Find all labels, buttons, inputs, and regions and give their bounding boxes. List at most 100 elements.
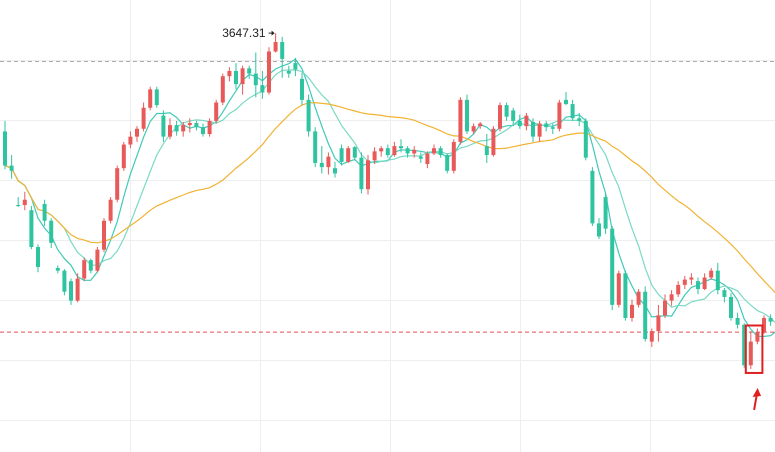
candle-body <box>273 42 278 52</box>
candle-106 <box>702 273 707 291</box>
candle-body <box>121 144 126 169</box>
candle-body <box>174 125 179 132</box>
candle-41 <box>273 33 278 53</box>
candle-49 <box>326 152 331 175</box>
candle-body <box>29 210 34 248</box>
candle-31 <box>207 118 212 137</box>
candle-72 <box>478 121 483 129</box>
candle-body <box>458 99 463 142</box>
candle-94 <box>623 270 628 321</box>
candle-body <box>603 197 608 229</box>
candle-body <box>333 168 337 174</box>
candle-101 <box>669 290 674 306</box>
candle-body <box>755 332 760 342</box>
candle-59 <box>392 141 397 157</box>
candle-body <box>75 278 80 301</box>
candle-body <box>465 99 469 132</box>
candle-body <box>524 115 529 127</box>
candle-65 <box>432 144 436 156</box>
candle-body <box>42 203 47 221</box>
candle-35 <box>234 63 238 90</box>
candle-28 <box>187 118 192 133</box>
candle-66 <box>438 146 443 158</box>
candle-18 <box>121 141 126 171</box>
candle-71 <box>471 123 476 135</box>
candle-body <box>220 76 225 103</box>
candle-body <box>656 315 661 332</box>
candle-body <box>102 220 106 250</box>
candle-body <box>135 128 139 137</box>
candle-body <box>234 70 238 85</box>
candle-body <box>702 277 707 290</box>
candle-body <box>597 223 601 237</box>
candle-103 <box>682 275 687 290</box>
candle-4 <box>29 206 34 250</box>
candle-97 <box>643 286 648 342</box>
candle-body <box>108 199 113 221</box>
candle-75 <box>498 102 502 132</box>
candles <box>3 33 773 369</box>
candle-73 <box>484 134 489 163</box>
candle-52 <box>346 146 351 163</box>
candle-body <box>748 341 753 366</box>
candle-body <box>729 296 733 318</box>
candle-body <box>141 107 146 129</box>
candle-67 <box>445 153 450 174</box>
candle-50 <box>333 161 337 178</box>
candle-body <box>590 170 595 224</box>
candle-85 <box>564 91 568 106</box>
candle-body <box>478 123 483 127</box>
candle-21 <box>141 102 146 132</box>
candle-body <box>471 126 476 132</box>
candle-body <box>9 165 14 171</box>
candle-body <box>696 281 700 290</box>
candle-body <box>577 118 582 121</box>
candle-body <box>709 270 714 278</box>
candle-body <box>418 156 423 159</box>
candle-body <box>735 317 740 325</box>
highlight-box <box>744 324 764 374</box>
candle-110 <box>729 293 733 321</box>
candle-14 <box>95 247 100 273</box>
candle-body <box>511 110 516 121</box>
candle-87 <box>577 113 582 127</box>
candle-1 <box>9 155 14 179</box>
candle-body <box>544 123 549 128</box>
candle-body <box>339 148 344 162</box>
candle-body <box>399 146 403 149</box>
candle-17 <box>115 165 120 203</box>
candle-42 <box>280 36 285 78</box>
candle-body <box>128 136 133 145</box>
candle-body <box>352 147 357 158</box>
ma-10-line <box>4 69 775 324</box>
candle-body <box>247 68 252 74</box>
candle-body <box>491 128 496 156</box>
candle-20 <box>135 126 139 142</box>
candle-79 <box>524 113 529 131</box>
candle-body <box>550 127 555 129</box>
candle-body <box>293 63 298 70</box>
candle-body <box>564 99 568 105</box>
candle-81 <box>537 120 542 142</box>
candle-112 <box>742 323 747 368</box>
candle-68 <box>451 139 456 174</box>
candle-38 <box>253 52 258 98</box>
red-up-arrow-icon <box>752 387 762 411</box>
candle-body <box>154 89 159 106</box>
candle-78 <box>517 114 522 129</box>
candle-30 <box>201 123 205 137</box>
candle-77 <box>511 107 516 127</box>
candle-36 <box>240 65 245 95</box>
candle-body <box>319 162 324 168</box>
candle-body <box>570 104 575 119</box>
candle-body <box>372 151 377 161</box>
candle-58 <box>385 144 390 158</box>
candle-2 <box>16 197 21 208</box>
candle-body <box>762 317 766 333</box>
candle-body <box>484 146 489 156</box>
candle-8 <box>55 265 60 274</box>
candle-80 <box>531 118 535 142</box>
candle-body <box>504 105 509 117</box>
